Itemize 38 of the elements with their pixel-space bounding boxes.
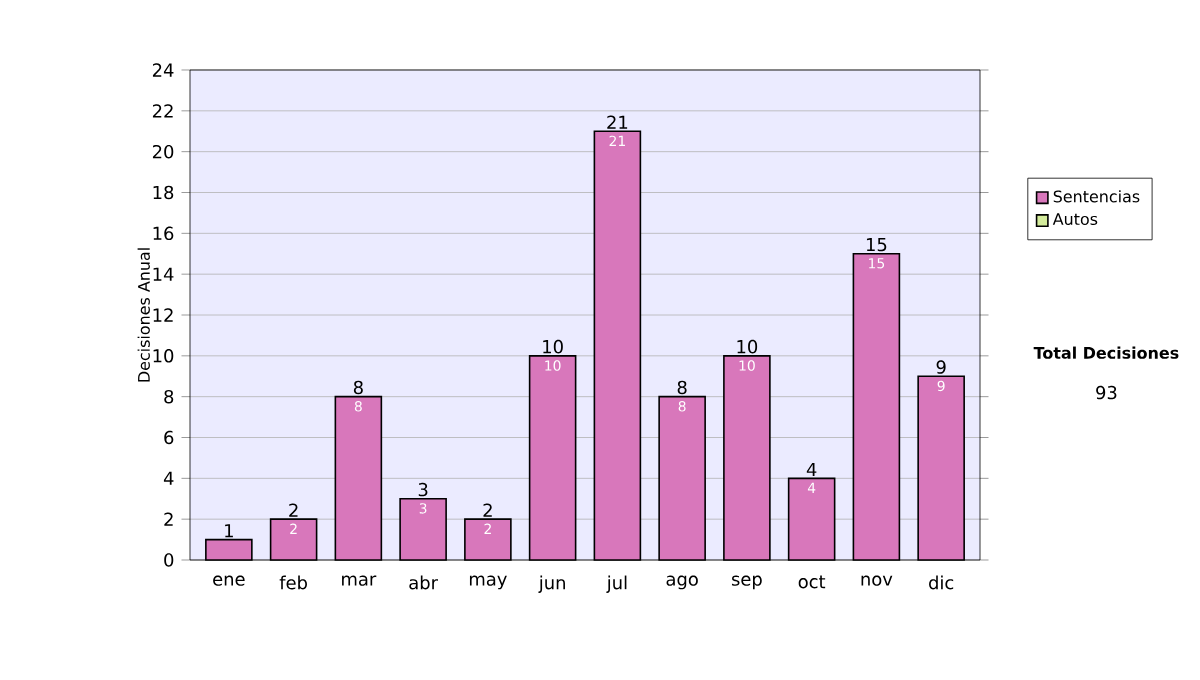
- x-tick-label: abr: [409, 575, 438, 590]
- x-tick-label: sep: [731, 575, 762, 590]
- text: 93: [1096, 385, 1117, 400]
- total-label: 3: [418, 482, 428, 497]
- total-label: 1: [225, 524, 233, 538]
- x-tick-label: dic: [929, 575, 954, 590]
- total-label: 10: [543, 339, 563, 354]
- y-tick-label: 20: [152, 144, 174, 159]
- total-label: 2: [289, 503, 298, 517]
- x-tick-label: nov: [861, 575, 893, 586]
- y-tick-label: 0: [164, 553, 174, 567]
- total-label: 2: [483, 503, 492, 517]
- total-label: 10: [737, 339, 758, 354]
- total-label: 21: [607, 115, 628, 129]
- y-tick-label: 2: [164, 512, 173, 526]
- y-tick-label: 4: [163, 471, 174, 485]
- x-tick-label: jul: [606, 575, 627, 593]
- x-tick-label: jun: [538, 575, 565, 593]
- x-tick-label: ago: [666, 575, 698, 590]
- x-tick-label: ene: [213, 575, 245, 586]
- y-tick-label: 18: [153, 185, 174, 200]
- x-tick-label: feb: [279, 575, 307, 590]
- y-tick-label: 12: [153, 308, 173, 322]
- y-tick-label: 8: [164, 389, 174, 404]
- total-label: 8: [353, 380, 363, 395]
- y-tick-label: 22: [152, 104, 173, 118]
- y-tick-label: 16: [153, 226, 174, 241]
- total-label: 4: [806, 462, 817, 476]
- y-tick-label: 10: [153, 349, 174, 363]
- x-tick-label: oct: [798, 575, 826, 589]
- y-tick-label: 24: [152, 63, 174, 77]
- y-tick-label: 14: [153, 267, 174, 281]
- total-label: 9: [936, 360, 946, 374]
- total-label: 8: [677, 380, 687, 395]
- x-tick-label: may: [469, 575, 507, 590]
- total-label: 15: [866, 238, 887, 252]
- x-tick-label: mar: [342, 575, 377, 586]
- y-tick-label: 6: [164, 430, 174, 445]
